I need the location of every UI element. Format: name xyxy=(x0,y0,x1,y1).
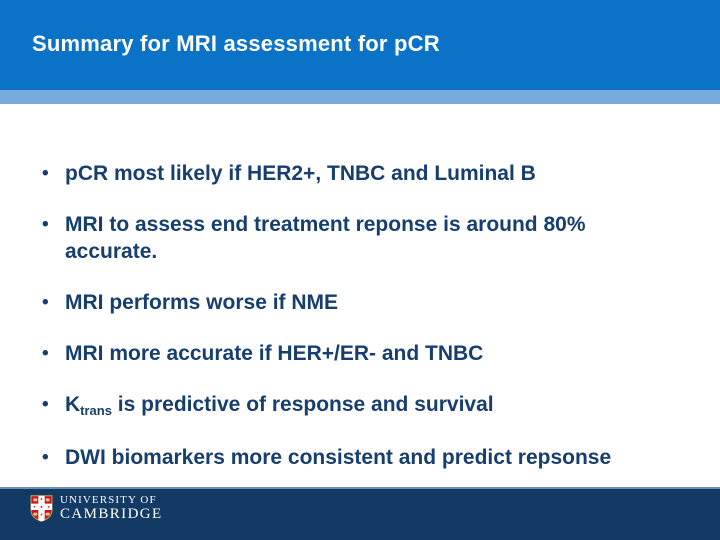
footer-bar: UNIVERSITY OF CAMBRIDGE xyxy=(0,487,720,540)
bullet-item-2: • MRI to assess end treatment reponse is… xyxy=(42,211,678,265)
bullet-item-4: • MRI more accurate if HER+/ER- and TNBC xyxy=(42,340,678,367)
bullet-item-5: • Ktrans is predictive of response and s… xyxy=(42,391,678,420)
bullet-line: DWI biomarkers more consistent and predi… xyxy=(65,446,612,469)
cambridge-shield-icon xyxy=(30,494,53,522)
logo-text-line1: UNIVERSITY OF xyxy=(60,494,157,506)
bullet-text: pCR most likely if HER2+, TNBC and Lumin… xyxy=(65,160,678,187)
bullet-line: MRI more accurate if HER+/ER- and TNBC xyxy=(65,342,484,365)
ktrans-k: K xyxy=(65,393,81,416)
cambridge-logo: UNIVERSITY OF CAMBRIDGE xyxy=(30,494,163,522)
bullet-item-1: • pCR most likely if HER2+, TNBC and Lum… xyxy=(42,160,678,187)
bullet-item-3: • MRI performs worse if NME xyxy=(42,289,678,316)
title-bar: Summary for MRI assessment for pCR xyxy=(0,0,720,90)
bullet-line: MRI to assess end treatment reponse is a… xyxy=(65,213,586,236)
ktrans-subscript: trans xyxy=(80,403,112,418)
logo-text: UNIVERSITY OF CAMBRIDGE xyxy=(60,494,163,522)
bullet-text: DWI biomarkers more consistent and predi… xyxy=(65,444,678,471)
bullet-icon: • xyxy=(42,163,49,184)
bullet-icon: • xyxy=(42,214,49,235)
bullet-line: accurate. xyxy=(65,240,158,263)
bullet-list: • pCR most likely if HER2+, TNBC and Lum… xyxy=(42,160,678,495)
bullet-line-ktrans: Ktrans is predictive of response and sur… xyxy=(65,391,678,420)
bullet-icon: • xyxy=(42,343,49,364)
bullet-text: MRI to assess end treatment reponse is a… xyxy=(65,211,678,265)
bullet-text: MRI more accurate if HER+/ER- and TNBC xyxy=(65,340,678,367)
slide-title: Summary for MRI assessment for pCR xyxy=(32,31,440,56)
bullet-line: MRI performs worse if NME xyxy=(65,291,339,314)
bullet-icon: • xyxy=(42,292,49,313)
ktrans-rest: is predictive of response and survival xyxy=(111,393,494,416)
bullet-text: MRI performs worse if NME xyxy=(65,289,678,316)
bullet-line: pCR most likely if HER2+, TNBC and Lumin… xyxy=(65,162,536,185)
bullet-icon: • xyxy=(42,394,49,415)
logo-text-line2: CAMBRIDGE xyxy=(60,506,163,522)
bullet-text: Ktrans is predictive of response and sur… xyxy=(65,391,678,420)
accent-stripe xyxy=(0,90,720,104)
bullet-icon: • xyxy=(42,447,49,468)
bullet-item-6: • DWI biomarkers more consistent and pre… xyxy=(42,444,678,471)
